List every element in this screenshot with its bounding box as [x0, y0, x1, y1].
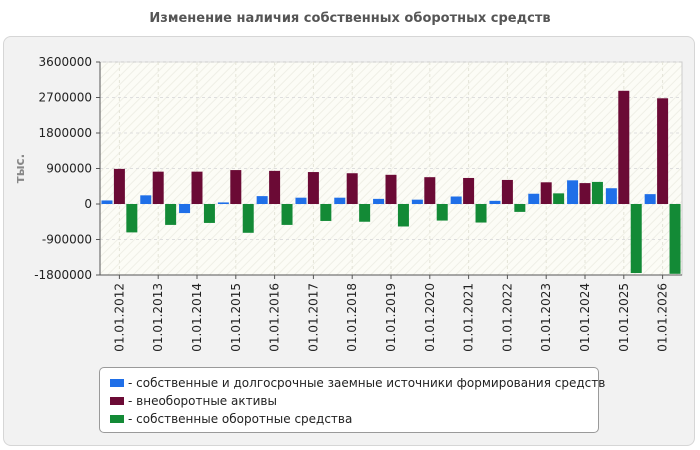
- bar-sources: [450, 196, 462, 204]
- x-tick-label: 01.01.2016: [268, 283, 282, 352]
- legend: - собственные и долгосрочные заемные ист…: [99, 367, 605, 433]
- legend-swatch-working-capital: [110, 415, 124, 423]
- legend-swatch-sources: [110, 379, 124, 387]
- bar-working-capital: [165, 204, 177, 225]
- bar-noncurrent-assets: [346, 173, 358, 204]
- bar-noncurrent-assets: [501, 179, 513, 204]
- y-tick-label: 900000: [46, 162, 92, 176]
- bar-noncurrent-assets: [424, 177, 436, 204]
- x-tick-label: 01.01.2023: [539, 283, 553, 352]
- y-tick-label: -1800000: [34, 268, 92, 282]
- bar-noncurrent-assets: [579, 183, 591, 204]
- bar-sources: [373, 198, 385, 204]
- x-tick-label: 01.01.2026: [656, 283, 670, 352]
- bar-working-capital: [436, 204, 448, 221]
- x-tick-label: 01.01.2022: [500, 283, 514, 352]
- bar-noncurrent-assets: [113, 168, 125, 204]
- bar-noncurrent-assets: [191, 171, 203, 204]
- bar-working-capital: [475, 204, 487, 223]
- bar-working-capital: [359, 204, 371, 222]
- bar-sources: [101, 200, 113, 204]
- bar-working-capital: [669, 204, 681, 274]
- legend-item-working-capital: - собственные оборотные средства: [110, 410, 598, 428]
- bar-working-capital: [126, 204, 138, 233]
- bar-sources: [217, 202, 229, 204]
- legend-item-sources: - собственные и долгосрочные заемные ист…: [110, 374, 605, 392]
- x-tick-label: 01.01.2025: [617, 283, 631, 352]
- legend-label-sources: - собственные и долгосрочные заемные ист…: [128, 376, 606, 390]
- y-tick-label: 3600000: [39, 55, 92, 69]
- bar-noncurrent-assets: [540, 182, 552, 204]
- y-axis-title: тыс.: [13, 154, 27, 183]
- bar-working-capital: [397, 204, 409, 227]
- y-tick-label: 2700000: [39, 91, 92, 105]
- bar-sources: [605, 188, 617, 204]
- bar-noncurrent-assets: [385, 174, 397, 204]
- x-tick-label: 01.01.2024: [578, 283, 592, 352]
- y-tick-label: -900000: [42, 233, 92, 247]
- legend-swatch-noncurrent-assets: [110, 397, 124, 405]
- bar-working-capital: [203, 204, 215, 223]
- x-tick-label: 01.01.2018: [345, 283, 359, 352]
- y-tick-label: 1800000: [39, 126, 92, 140]
- legend-label-working-capital: - собственные оборотные средства: [128, 412, 353, 426]
- bar-noncurrent-assets: [230, 170, 242, 204]
- x-tick-label: 01.01.2015: [229, 283, 243, 352]
- bar-working-capital: [242, 204, 254, 233]
- bar-working-capital: [281, 204, 293, 225]
- bar-noncurrent-assets: [269, 170, 281, 204]
- bar-noncurrent-assets: [152, 171, 164, 204]
- legend-label-noncurrent-assets: - внеоборотные активы: [128, 394, 277, 408]
- bar-sources: [140, 195, 152, 204]
- x-tick-label: 01.01.2020: [423, 283, 437, 352]
- bar-sources: [528, 193, 540, 204]
- bar-working-capital: [630, 204, 642, 274]
- bar-sources: [489, 200, 501, 204]
- x-tick-label: 01.01.2017: [306, 283, 320, 352]
- bar-working-capital: [553, 193, 565, 204]
- bar-noncurrent-assets: [618, 90, 630, 204]
- x-tick-label: 01.01.2014: [190, 283, 204, 352]
- bar-sources: [334, 197, 346, 204]
- bar-noncurrent-assets: [307, 172, 319, 204]
- chart-title: Изменение наличия собственных оборотных …: [149, 11, 551, 26]
- y-tick-label: 0: [84, 197, 92, 211]
- x-tick-label: 01.01.2019: [384, 283, 398, 352]
- x-tick-label: 01.01.2013: [151, 283, 165, 352]
- bar-noncurrent-assets: [463, 177, 475, 204]
- x-tick-label: 01.01.2012: [112, 283, 126, 352]
- bar-sources: [256, 196, 268, 204]
- bar-sources: [295, 197, 307, 204]
- x-tick-label: 01.01.2021: [462, 283, 476, 352]
- bar-working-capital: [514, 204, 526, 212]
- bar-working-capital: [591, 181, 603, 204]
- legend-item-noncurrent-assets: - внеоборотные активы: [110, 392, 598, 410]
- bar-sources: [567, 180, 579, 204]
- bar-sources: [179, 204, 191, 214]
- bar-sources: [644, 194, 656, 204]
- bar-noncurrent-assets: [657, 98, 669, 204]
- bar-working-capital: [320, 204, 332, 221]
- bar-sources: [411, 199, 423, 204]
